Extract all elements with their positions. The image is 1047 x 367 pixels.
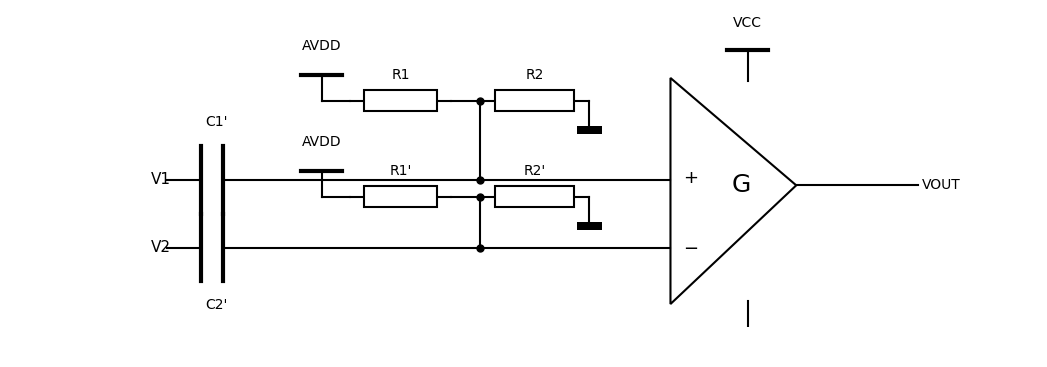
- Bar: [577, 126, 601, 134]
- Text: VOUT: VOUT: [922, 178, 961, 192]
- Text: V1: V1: [151, 172, 171, 187]
- Text: R2: R2: [526, 68, 543, 82]
- Text: AVDD: AVDD: [302, 39, 341, 52]
- Text: VCC: VCC: [733, 16, 762, 30]
- Text: R1': R1': [389, 164, 411, 178]
- Text: V2: V2: [151, 240, 171, 255]
- Bar: [495, 90, 574, 111]
- Text: +: +: [684, 169, 698, 187]
- Text: −: −: [684, 240, 698, 258]
- Bar: [735, 332, 760, 340]
- Bar: [577, 222, 601, 230]
- Text: R2': R2': [524, 164, 545, 178]
- Bar: [364, 186, 438, 207]
- Bar: [364, 90, 438, 111]
- Text: C1': C1': [205, 115, 227, 129]
- Text: C2': C2': [205, 298, 227, 312]
- Text: AVDD: AVDD: [302, 135, 341, 149]
- Text: G: G: [732, 173, 751, 197]
- Text: R1: R1: [392, 68, 410, 82]
- Bar: [495, 186, 574, 207]
